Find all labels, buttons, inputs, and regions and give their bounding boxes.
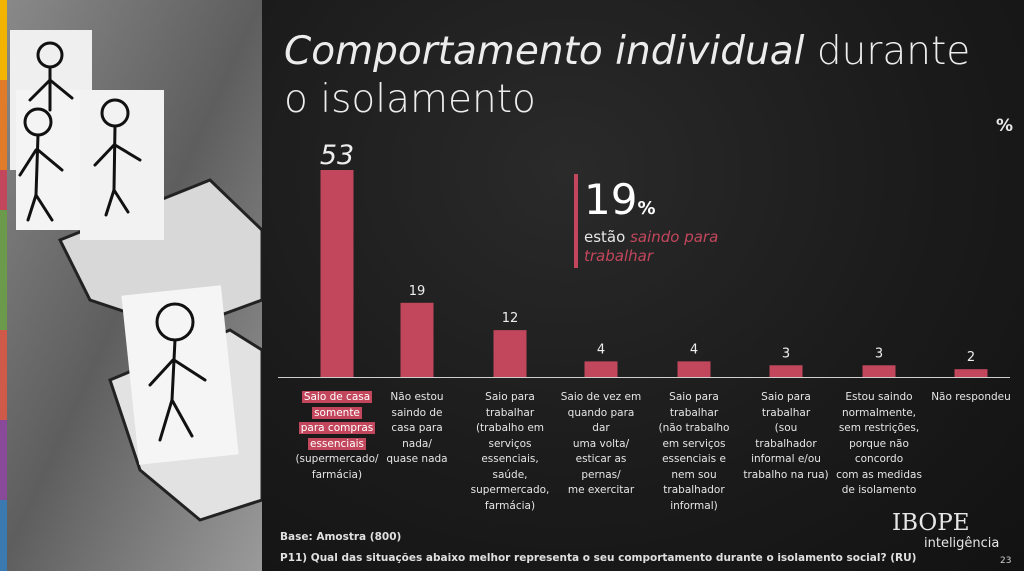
callout-unit: % — [637, 198, 656, 219]
category-highlight-line: somente — [312, 406, 362, 419]
category-line: Estou saindo — [845, 391, 913, 403]
bar-value-label-3: 12 — [502, 311, 519, 326]
title-rest: durante o isolamento — [284, 29, 971, 122]
unit-label: % — [996, 116, 1014, 136]
category-line: serviços — [488, 437, 532, 450]
category-line: Saio para — [669, 391, 719, 403]
category-line: informal) — [670, 499, 718, 512]
bar-value-label-4: 4 — [597, 342, 605, 357]
category-label-4: Saio de vez em quando para dar uma volta/e… — [558, 390, 644, 499]
category-highlight-line: essenciais — [307, 437, 367, 450]
category-label-1: Saio de casa somente para compras essenciai… — [294, 390, 380, 483]
category-highlight-line: para compras — [298, 422, 376, 434]
callout-text-highlight: saindo para trabalhar — [584, 228, 719, 265]
category-line: Não estou — [390, 391, 444, 403]
category-line: Saio de vez em — [560, 391, 642, 403]
title-italic: Comportamento individual — [284, 29, 805, 74]
bar-2 — [400, 302, 434, 377]
callout-value: 19% — [584, 176, 656, 233]
category-line: farmácia) — [484, 499, 536, 512]
ibope-logo: IBOPE — [892, 510, 970, 536]
slide-background — [262, 0, 1024, 571]
callout-text: estão saindo para trabalhar — [584, 228, 754, 266]
category-line: trabalho na rua) — [743, 468, 829, 481]
category-line: sem restrições, — [838, 422, 920, 434]
category-line: (supermercado/ — [295, 453, 379, 465]
category-line: uma volta/ — [572, 437, 630, 450]
category-line: (trabalho em — [475, 422, 545, 434]
category-line: trabalhador — [663, 484, 725, 496]
category-line: saúde, — [492, 468, 528, 481]
category-line: (não trabalho — [658, 422, 730, 434]
category-line: informal e/ou — [751, 453, 821, 465]
bar-value-label-8: 2 — [967, 350, 975, 365]
bar-chart: 53 19 12 4 4 3 3 2 — [278, 140, 1010, 378]
category-label-5: Saio para trabalhar (não trabalho em serviç… — [651, 390, 737, 514]
category-line: com as medidas — [836, 468, 922, 481]
bar-6 — [769, 365, 803, 377]
bar-1 — [320, 170, 354, 377]
category-line: farmácia) — [311, 468, 363, 481]
category-line: Não respondeu — [931, 391, 1011, 403]
category-label-2: Não estou saindo de casa para nada/quase na… — [374, 390, 460, 468]
category-line: esticar as pernas/ — [575, 453, 627, 481]
category-line: normalmente, — [841, 406, 917, 419]
bar-8 — [954, 369, 988, 377]
bar-value-label-7: 3 — [875, 346, 883, 361]
bar-value-label-2: 19 — [409, 284, 426, 299]
callout-accent-bar — [574, 174, 578, 268]
bar-value-label-1: 53 — [320, 140, 354, 171]
category-label-3: Saio para trabalhar (trabalho em serviços es… — [467, 390, 553, 514]
color-stripe — [0, 0, 7, 571]
question-note: P11) Qual das situações abaixo melhor re… — [280, 552, 917, 564]
category-line: saindo de — [391, 406, 443, 419]
category-line: quase nada — [386, 453, 448, 465]
page-number: 23 — [1000, 556, 1012, 566]
bar-5 — [677, 361, 711, 377]
bar-4 — [584, 361, 618, 377]
bar-7 — [862, 365, 896, 377]
category-line: porque não — [849, 437, 909, 450]
category-line: quando para dar — [567, 406, 635, 435]
bar-3 — [493, 330, 527, 377]
ibope-logo-sub: inteligência — [924, 536, 1000, 551]
bar-value-label-6: 3 — [782, 346, 790, 361]
category-line: trabalhar — [485, 406, 535, 419]
category-label-7: Estou saindo normalmente, sem restrições, p… — [836, 390, 922, 499]
category-line: me exercitar — [567, 484, 635, 496]
category-line: essenciais, — [481, 453, 539, 465]
callout-text-prefix: estão — [584, 228, 631, 246]
category-line: nada/ — [402, 437, 432, 450]
category-line: nem sou — [671, 468, 717, 481]
category-label-6: Saio para trabalhar (sou trabalhador inform… — [743, 390, 829, 483]
category-line: casa para — [391, 422, 443, 434]
slide-title: Comportamento individual durante o isola… — [284, 28, 984, 124]
category-line: trabalhar — [669, 406, 719, 419]
category-line: Saio para — [761, 391, 811, 403]
category-line: (sou trabalhador — [755, 422, 817, 450]
category-line: essenciais e — [662, 453, 726, 465]
category-line: em serviços — [662, 437, 726, 450]
callout-number: 19 — [584, 175, 638, 224]
category-line: de isolamento — [841, 484, 917, 496]
category-label-8: Não respondeu — [921, 390, 1021, 406]
category-line: supermercado, — [470, 484, 550, 496]
category-highlight-line: Saio de casa — [301, 391, 373, 403]
base-note: Base: Amostra (800) — [280, 531, 402, 543]
category-line: concordo — [854, 453, 904, 465]
paper-figures-photo — [0, 0, 262, 571]
category-line: Saio para — [485, 391, 535, 403]
bar-value-label-5: 4 — [690, 342, 698, 357]
category-line: trabalhar — [761, 406, 811, 419]
